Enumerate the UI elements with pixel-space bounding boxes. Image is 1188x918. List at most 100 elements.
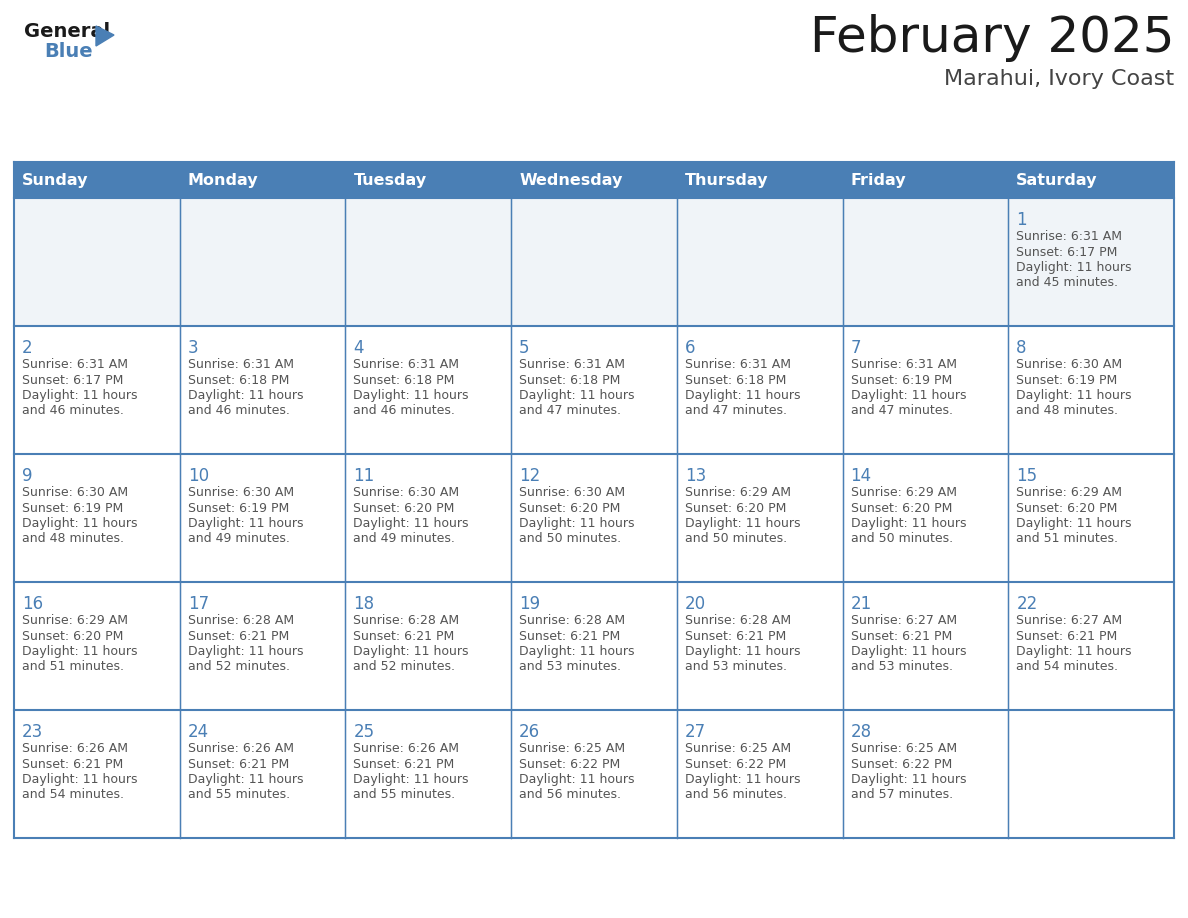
Text: and 52 minutes.: and 52 minutes. bbox=[188, 660, 290, 674]
Text: and 56 minutes.: and 56 minutes. bbox=[684, 789, 786, 801]
Text: Daylight: 11 hours: Daylight: 11 hours bbox=[684, 389, 801, 402]
Text: 4: 4 bbox=[353, 339, 364, 357]
Text: Sunrise: 6:28 AM: Sunrise: 6:28 AM bbox=[519, 614, 625, 627]
Text: 13: 13 bbox=[684, 467, 706, 485]
Text: Sunset: 6:20 PM: Sunset: 6:20 PM bbox=[851, 501, 952, 514]
Text: Daylight: 11 hours: Daylight: 11 hours bbox=[353, 517, 469, 530]
Text: Daylight: 11 hours: Daylight: 11 hours bbox=[851, 517, 966, 530]
Text: Sunrise: 6:31 AM: Sunrise: 6:31 AM bbox=[353, 358, 460, 371]
Text: Sunset: 6:19 PM: Sunset: 6:19 PM bbox=[851, 374, 952, 386]
Text: Sunset: 6:18 PM: Sunset: 6:18 PM bbox=[519, 374, 620, 386]
Text: 16: 16 bbox=[23, 595, 43, 613]
Text: Sunset: 6:22 PM: Sunset: 6:22 PM bbox=[519, 757, 620, 770]
Text: 6: 6 bbox=[684, 339, 695, 357]
Text: General: General bbox=[24, 22, 110, 41]
Text: Sunrise: 6:25 AM: Sunrise: 6:25 AM bbox=[851, 742, 956, 755]
Text: 18: 18 bbox=[353, 595, 374, 613]
Text: and 46 minutes.: and 46 minutes. bbox=[188, 405, 290, 418]
Text: and 49 minutes.: and 49 minutes. bbox=[353, 532, 455, 545]
Text: Daylight: 11 hours: Daylight: 11 hours bbox=[519, 389, 634, 402]
Text: February 2025: February 2025 bbox=[809, 14, 1174, 62]
Polygon shape bbox=[96, 26, 114, 46]
Text: and 55 minutes.: and 55 minutes. bbox=[188, 789, 290, 801]
Text: Sunrise: 6:25 AM: Sunrise: 6:25 AM bbox=[684, 742, 791, 755]
Text: Daylight: 11 hours: Daylight: 11 hours bbox=[23, 645, 138, 658]
Text: Friday: Friday bbox=[851, 173, 906, 187]
Text: 27: 27 bbox=[684, 723, 706, 741]
Text: 9: 9 bbox=[23, 467, 32, 485]
Text: and 48 minutes.: and 48 minutes. bbox=[1016, 405, 1118, 418]
Text: Sunrise: 6:26 AM: Sunrise: 6:26 AM bbox=[353, 742, 460, 755]
Text: Sunset: 6:18 PM: Sunset: 6:18 PM bbox=[684, 374, 786, 386]
Text: 5: 5 bbox=[519, 339, 530, 357]
Text: Sunrise: 6:31 AM: Sunrise: 6:31 AM bbox=[519, 358, 625, 371]
Text: Daylight: 11 hours: Daylight: 11 hours bbox=[1016, 261, 1132, 274]
Text: Daylight: 11 hours: Daylight: 11 hours bbox=[23, 517, 138, 530]
Text: and 57 minutes.: and 57 minutes. bbox=[851, 789, 953, 801]
Text: and 53 minutes.: and 53 minutes. bbox=[684, 660, 786, 674]
Text: Sunrise: 6:25 AM: Sunrise: 6:25 AM bbox=[519, 742, 625, 755]
Text: Sunset: 6:21 PM: Sunset: 6:21 PM bbox=[1016, 630, 1118, 643]
Text: Sunrise: 6:26 AM: Sunrise: 6:26 AM bbox=[188, 742, 293, 755]
Text: Sunset: 6:21 PM: Sunset: 6:21 PM bbox=[188, 757, 289, 770]
Text: Daylight: 11 hours: Daylight: 11 hours bbox=[684, 517, 801, 530]
Text: Daylight: 11 hours: Daylight: 11 hours bbox=[353, 389, 469, 402]
Text: Daylight: 11 hours: Daylight: 11 hours bbox=[188, 773, 303, 786]
Text: Sunset: 6:21 PM: Sunset: 6:21 PM bbox=[353, 757, 455, 770]
Text: and 50 minutes.: and 50 minutes. bbox=[684, 532, 786, 545]
Text: 7: 7 bbox=[851, 339, 861, 357]
Text: Sunset: 6:19 PM: Sunset: 6:19 PM bbox=[23, 501, 124, 514]
Text: and 49 minutes.: and 49 minutes. bbox=[188, 532, 290, 545]
Text: Sunset: 6:21 PM: Sunset: 6:21 PM bbox=[353, 630, 455, 643]
Text: Sunset: 6:17 PM: Sunset: 6:17 PM bbox=[1016, 245, 1118, 259]
Text: 8: 8 bbox=[1016, 339, 1026, 357]
Text: 10: 10 bbox=[188, 467, 209, 485]
Text: Sunset: 6:21 PM: Sunset: 6:21 PM bbox=[23, 757, 124, 770]
Text: and 48 minutes.: and 48 minutes. bbox=[23, 532, 124, 545]
Text: Sunrise: 6:28 AM: Sunrise: 6:28 AM bbox=[353, 614, 460, 627]
Bar bbox=[14, 162, 1174, 198]
Text: 25: 25 bbox=[353, 723, 374, 741]
Text: Daylight: 11 hours: Daylight: 11 hours bbox=[684, 645, 801, 658]
Text: and 54 minutes.: and 54 minutes. bbox=[23, 789, 124, 801]
Text: Blue: Blue bbox=[44, 42, 93, 61]
Text: and 55 minutes.: and 55 minutes. bbox=[353, 789, 455, 801]
Text: Sunrise: 6:30 AM: Sunrise: 6:30 AM bbox=[519, 486, 625, 499]
Text: 1: 1 bbox=[1016, 211, 1026, 229]
Text: Daylight: 11 hours: Daylight: 11 hours bbox=[1016, 645, 1132, 658]
Text: Daylight: 11 hours: Daylight: 11 hours bbox=[851, 389, 966, 402]
Text: 28: 28 bbox=[851, 723, 872, 741]
Text: Daylight: 11 hours: Daylight: 11 hours bbox=[519, 773, 634, 786]
Text: 23: 23 bbox=[23, 723, 43, 741]
Text: Sunset: 6:22 PM: Sunset: 6:22 PM bbox=[851, 757, 952, 770]
Text: Daylight: 11 hours: Daylight: 11 hours bbox=[851, 773, 966, 786]
Text: Sunset: 6:18 PM: Sunset: 6:18 PM bbox=[353, 374, 455, 386]
Text: Sunrise: 6:29 AM: Sunrise: 6:29 AM bbox=[1016, 486, 1123, 499]
Text: Daylight: 11 hours: Daylight: 11 hours bbox=[1016, 517, 1132, 530]
Text: Sunset: 6:18 PM: Sunset: 6:18 PM bbox=[188, 374, 289, 386]
Text: and 51 minutes.: and 51 minutes. bbox=[23, 660, 124, 674]
Text: Sunrise: 6:31 AM: Sunrise: 6:31 AM bbox=[23, 358, 128, 371]
Text: Daylight: 11 hours: Daylight: 11 hours bbox=[353, 645, 469, 658]
Text: and 54 minutes.: and 54 minutes. bbox=[1016, 660, 1118, 674]
Text: Sunrise: 6:30 AM: Sunrise: 6:30 AM bbox=[353, 486, 460, 499]
Text: Sunset: 6:20 PM: Sunset: 6:20 PM bbox=[684, 501, 786, 514]
Text: Sunrise: 6:27 AM: Sunrise: 6:27 AM bbox=[1016, 614, 1123, 627]
Text: Sunset: 6:21 PM: Sunset: 6:21 PM bbox=[188, 630, 289, 643]
Text: Sunrise: 6:29 AM: Sunrise: 6:29 AM bbox=[851, 486, 956, 499]
Text: Sunrise: 6:31 AM: Sunrise: 6:31 AM bbox=[851, 358, 956, 371]
Text: Daylight: 11 hours: Daylight: 11 hours bbox=[23, 389, 138, 402]
Text: Daylight: 11 hours: Daylight: 11 hours bbox=[188, 389, 303, 402]
Text: and 52 minutes.: and 52 minutes. bbox=[353, 660, 455, 674]
Text: Sunrise: 6:29 AM: Sunrise: 6:29 AM bbox=[684, 486, 791, 499]
Text: Sunset: 6:20 PM: Sunset: 6:20 PM bbox=[1016, 501, 1118, 514]
Text: Daylight: 11 hours: Daylight: 11 hours bbox=[353, 773, 469, 786]
Text: Sunset: 6:19 PM: Sunset: 6:19 PM bbox=[188, 501, 289, 514]
Text: 24: 24 bbox=[188, 723, 209, 741]
Text: and 47 minutes.: and 47 minutes. bbox=[851, 405, 953, 418]
Text: 21: 21 bbox=[851, 595, 872, 613]
Text: and 50 minutes.: and 50 minutes. bbox=[519, 532, 621, 545]
Text: Sunrise: 6:30 AM: Sunrise: 6:30 AM bbox=[23, 486, 128, 499]
Text: and 47 minutes.: and 47 minutes. bbox=[519, 405, 621, 418]
Text: 20: 20 bbox=[684, 595, 706, 613]
